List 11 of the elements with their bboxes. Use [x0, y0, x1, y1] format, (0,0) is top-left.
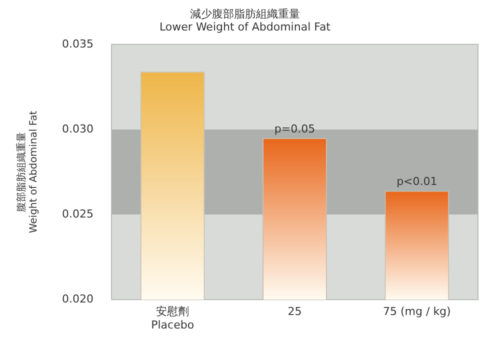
y-tick-label: 0.020 [62, 292, 94, 306]
chart-title: 減少腹部脂肪組織重量 Lower Weight of Abdominal Fat [160, 7, 332, 34]
y-tick-label: 0.030 [62, 122, 94, 136]
annotation: p<0.01 [396, 175, 438, 188]
y-tick-label: 0.025 [62, 207, 94, 220]
x-tick-label: 75 (mg / kg) [383, 305, 451, 318]
x-tick-label: 25 [288, 305, 302, 318]
x-tick-label: 安慰劑 Placebo [151, 305, 194, 332]
y-tick-label: 0.035 [62, 37, 94, 50]
y-axis-title: 腹部脂肪組織重量 Weight of Abdominal Fat [16, 110, 40, 234]
annotation: p=0.05 [274, 122, 316, 136]
